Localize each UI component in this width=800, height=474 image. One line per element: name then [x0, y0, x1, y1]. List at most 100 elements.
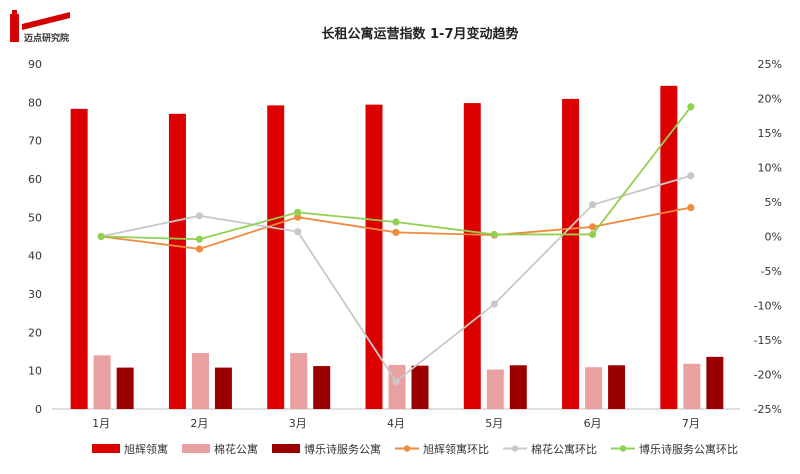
bar [168, 113, 186, 409]
bar [191, 353, 209, 409]
y-tick-label: 80 [28, 96, 42, 109]
point [687, 172, 695, 180]
y2-tick-label: 10% [758, 162, 782, 175]
bar [313, 366, 331, 409]
legend-item: 旭辉领寓 [92, 442, 168, 456]
chart-title: 长租公寓运营指数 1-7月变动趋势 [321, 26, 518, 42]
y-tick-label: 50 [28, 211, 42, 224]
bar [486, 369, 504, 409]
bar [290, 353, 308, 409]
y-axis-left: 0 10 20 30 40 50 60 70 80 90 [28, 58, 42, 416]
point [392, 228, 400, 236]
x-tick-label: 7月 [682, 417, 700, 430]
bar [70, 108, 88, 409]
bar [509, 365, 527, 409]
point [195, 235, 204, 243]
point [687, 103, 695, 111]
y-tick-label: 30 [28, 288, 42, 301]
x-tick-label: 6月 [584, 417, 602, 430]
bar [116, 367, 134, 409]
y2-tick-label: -25% [754, 403, 782, 416]
legend-marker [511, 445, 519, 452]
legend-item: 棉花公寓环比 [503, 442, 597, 456]
y2-tick-label: -10% [754, 300, 782, 313]
bar [585, 367, 603, 409]
line-series-1 [97, 203, 695, 253]
x-tick-label: 2月 [190, 417, 208, 430]
line-series-2 [97, 172, 695, 385]
x-tick-label: 1月 [92, 417, 110, 430]
point [588, 230, 597, 239]
brand-name: 迈点研究院 [24, 32, 69, 44]
legend-label: 棉花公寓环比 [531, 442, 597, 456]
bar [608, 365, 626, 409]
y2-tick-label: 20% [758, 93, 782, 106]
y2-tick-label: -5% [761, 265, 782, 278]
legend-swatch [272, 444, 300, 453]
point [392, 218, 400, 226]
point [490, 230, 498, 239]
y-tick-label: 60 [28, 173, 42, 186]
point [490, 300, 498, 308]
series-line [101, 206, 692, 250]
bar-series-2 [93, 353, 701, 409]
legend-label: 旭辉领寓环比 [423, 442, 489, 456]
bar [214, 367, 232, 409]
y2-tick-label: -15% [754, 334, 782, 347]
legend-swatch [182, 444, 210, 453]
point [294, 228, 302, 236]
bar [660, 85, 678, 409]
point [588, 201, 597, 209]
legend-label: 博乐诗服务公寓环比 [639, 442, 738, 456]
bar-series-1 [70, 85, 678, 410]
bar [267, 105, 285, 410]
legend-marker [403, 445, 411, 452]
legend-swatch [92, 444, 120, 453]
bar [463, 103, 481, 409]
y-axis-right: 25% 20% 15% 10% 5% 0% -5% -10% -15% -20% -25% [754, 58, 782, 416]
x-tick-label: 4月 [387, 417, 405, 430]
y2-tick-label: 15% [758, 127, 782, 140]
point [195, 245, 204, 253]
line-series-3 [97, 103, 695, 243]
bar [365, 104, 383, 409]
brand-logo: 迈点研究院 [10, 10, 70, 44]
line-series-group [97, 103, 695, 385]
point [687, 203, 695, 212]
point [97, 232, 105, 241]
point [294, 208, 302, 216]
bar-series-3 [116, 356, 724, 409]
x-tick-label: 3月 [289, 417, 307, 430]
legend-item: 博乐诗服务公寓 [272, 442, 381, 456]
y-tick-label: 20 [28, 326, 42, 339]
point [588, 223, 597, 231]
legend-label: 棉花公寓 [214, 442, 258, 456]
y-tick-label: 90 [28, 58, 42, 71]
series-line [100, 174, 692, 383]
y2-tick-label: -20% [754, 369, 782, 382]
bar [388, 364, 406, 409]
bar [93, 355, 111, 409]
point [195, 212, 204, 220]
y2-tick-label: 0% [765, 231, 782, 244]
y2-tick-label: 25% [758, 58, 782, 71]
legend-item: 旭辉领寓环比 [395, 442, 489, 456]
bar [562, 98, 580, 409]
y-tick-label: 0 [35, 403, 42, 416]
point [392, 377, 400, 385]
bar [683, 363, 701, 409]
y-tick-label: 70 [28, 135, 42, 148]
y2-tick-label: 5% [765, 196, 782, 209]
bar [706, 356, 724, 409]
legend: 旭辉领寓 棉花公寓 博乐诗服务公寓 旭辉领寓环比 棉花公寓环比 博乐诗服务公寓环比 [92, 442, 738, 456]
legend-item: 棉花公寓 [182, 442, 258, 456]
legend-label: 博乐诗服务公寓 [304, 442, 381, 456]
legend-marker [619, 445, 627, 452]
x-tick-label: 5月 [485, 417, 503, 430]
bar [411, 365, 429, 409]
legend-label: 旭辉领寓 [124, 442, 168, 456]
y-tick-label: 10 [28, 365, 42, 378]
bar-series-group [70, 85, 724, 410]
y-tick-label: 40 [28, 250, 42, 263]
